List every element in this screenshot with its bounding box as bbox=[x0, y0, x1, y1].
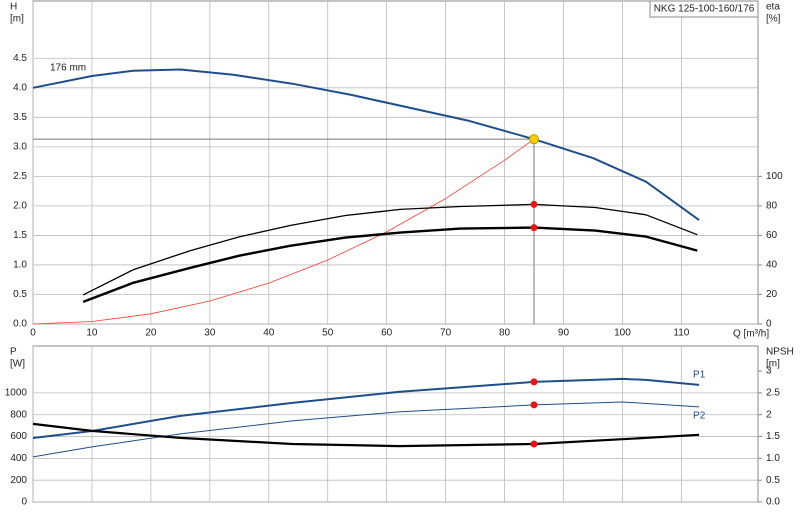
y2-tick-label: 0.5 bbox=[766, 475, 780, 486]
operating-point bbox=[530, 440, 538, 448]
operating-point bbox=[530, 200, 538, 208]
y2-tick-label: 40 bbox=[766, 260, 778, 271]
x-tick-label: 10 bbox=[86, 328, 98, 339]
series-label: P1 bbox=[693, 370, 706, 381]
y2-tick-label: 0 bbox=[766, 319, 772, 330]
operating-point bbox=[529, 134, 540, 145]
series-label: P2 bbox=[693, 411, 706, 422]
annotation: 176 mm bbox=[50, 63, 86, 74]
title-box bbox=[649, 0, 759, 18]
x-tick-label: 110 bbox=[673, 328, 689, 339]
y-tick-label: 0.0 bbox=[13, 319, 27, 330]
y-tick-label: 4.5 bbox=[13, 53, 27, 64]
x-tick-label: 0 bbox=[30, 328, 36, 339]
y2-tick-label: 2 bbox=[766, 409, 772, 420]
series-line bbox=[32, 401, 700, 458]
y-axis-unit: [m] bbox=[10, 14, 24, 25]
operating-point bbox=[530, 378, 538, 386]
y2-tick-label: 0.0 bbox=[766, 497, 780, 508]
y-tick-label: 400 bbox=[10, 453, 27, 464]
y-axis-unit: [W] bbox=[10, 359, 25, 370]
y2-axis-unit: [m] bbox=[766, 359, 780, 370]
series-line bbox=[82, 226, 698, 304]
y-tick-label: 800 bbox=[10, 409, 27, 420]
y2-tick-label: 1.5 bbox=[766, 431, 780, 442]
x-tick-label: 30 bbox=[204, 328, 216, 339]
x-tick-label: 80 bbox=[499, 328, 511, 339]
x-tick-label: 100 bbox=[614, 328, 631, 339]
y2-tick-label: 60 bbox=[766, 230, 778, 241]
plot-frame bbox=[32, 0, 759, 325]
y2-tick-label: 2.5 bbox=[766, 388, 780, 399]
y-tick-label: 3.0 bbox=[13, 141, 27, 152]
operating-point bbox=[530, 401, 538, 409]
x-tick-label: 20 bbox=[145, 328, 157, 339]
plot-frame bbox=[32, 345, 759, 503]
y-axis-label: P bbox=[10, 347, 17, 358]
series-line bbox=[82, 203, 698, 296]
x-tick-label: 60 bbox=[381, 328, 393, 339]
series-line bbox=[32, 422, 700, 448]
series-line bbox=[32, 377, 700, 439]
x-tick-label: 70 bbox=[440, 328, 452, 339]
y2-tick-label: 80 bbox=[766, 201, 778, 212]
y2-tick-label: 20 bbox=[766, 289, 778, 300]
y2-tick-label: 100 bbox=[766, 171, 783, 182]
series-line bbox=[32, 138, 535, 325]
x-tick-label: 50 bbox=[322, 328, 334, 339]
x-tick-label: 90 bbox=[558, 328, 570, 339]
x-tick-label: 40 bbox=[263, 328, 275, 339]
y2-axis-label: eta bbox=[766, 2, 780, 13]
y2-axis-label: NPSH bbox=[766, 347, 794, 358]
x-axis-label: Q [m³/h] bbox=[733, 329, 769, 340]
y-tick-label: 4.0 bbox=[13, 82, 27, 93]
series-line bbox=[32, 68, 700, 221]
y2-tick-label: 3 bbox=[766, 366, 772, 377]
y-tick-label: 1000 bbox=[5, 388, 28, 399]
y-tick-label: 0.5 bbox=[13, 289, 27, 300]
y-tick-label: 2.5 bbox=[13, 171, 27, 182]
y-tick-label: 200 bbox=[10, 475, 27, 486]
y-tick-label: 1.5 bbox=[13, 230, 27, 241]
y-tick-label: 3.5 bbox=[13, 112, 27, 123]
y-tick-label: 1.0 bbox=[13, 260, 27, 271]
y-axis-label: H bbox=[10, 2, 17, 13]
operating-point bbox=[530, 224, 538, 232]
y2-tick-label: 1.0 bbox=[766, 453, 780, 464]
y-tick-label: 600 bbox=[10, 431, 27, 442]
y-tick-label: 2.0 bbox=[13, 201, 27, 212]
y2-axis-unit: [%] bbox=[766, 14, 781, 25]
chart-title: NKG 125-100-160/176 bbox=[654, 4, 755, 15]
y-tick-label: 0 bbox=[21, 497, 27, 508]
